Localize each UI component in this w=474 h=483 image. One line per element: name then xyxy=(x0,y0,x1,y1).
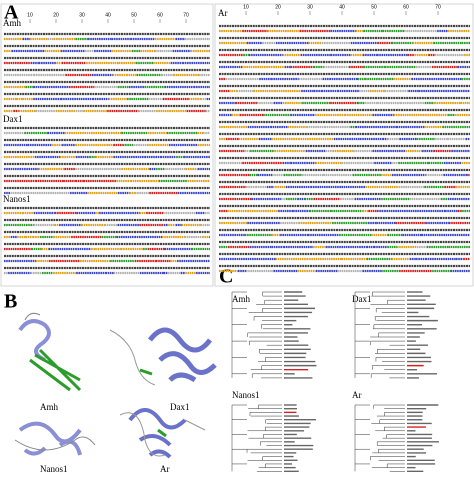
structure-nanos1 xyxy=(14,421,96,456)
ruler-label: 20 xyxy=(275,4,281,10)
structure-name: Nanos1 xyxy=(40,464,68,474)
ruler-label: 70 xyxy=(183,12,189,18)
box-a-right xyxy=(214,3,474,287)
ruler-label: 50 xyxy=(371,4,377,10)
section-name: Ar xyxy=(218,8,228,18)
ruler-label: 60 xyxy=(157,12,163,18)
ruler-label: 10 xyxy=(27,12,33,18)
section-name: Nanos1 xyxy=(3,194,31,204)
tree-name: Amh xyxy=(232,294,251,304)
ruler-label: 30 xyxy=(307,4,313,10)
structure-dax1 xyxy=(109,327,217,386)
structure-amh xyxy=(18,312,82,392)
ruler-label: 40 xyxy=(339,4,345,10)
panel-label: C xyxy=(219,266,233,288)
tree-name: Dax1 xyxy=(352,294,372,304)
structure-name: Amh xyxy=(40,402,59,412)
tree-name: Ar xyxy=(352,390,362,400)
ruler-label: 10 xyxy=(243,4,249,10)
structure-ar xyxy=(119,408,206,459)
panel-label: B xyxy=(4,291,17,313)
ruler-label: 20 xyxy=(53,12,59,18)
tree-name: Nanos1 xyxy=(232,390,260,400)
ruler-label: 30 xyxy=(79,12,85,18)
box-a-left xyxy=(0,3,214,287)
structure-name: Dax1 xyxy=(170,402,190,412)
panel-label: A xyxy=(4,2,19,24)
ruler-label: 70 xyxy=(435,4,441,10)
structure-name: Ar xyxy=(160,464,170,474)
ruler-label: 50 xyxy=(131,12,137,18)
section-name: Amh xyxy=(3,18,22,28)
ruler-label: 40 xyxy=(105,12,111,18)
section-name: Dax1 xyxy=(3,114,23,124)
ruler-label: 60 xyxy=(403,4,409,10)
